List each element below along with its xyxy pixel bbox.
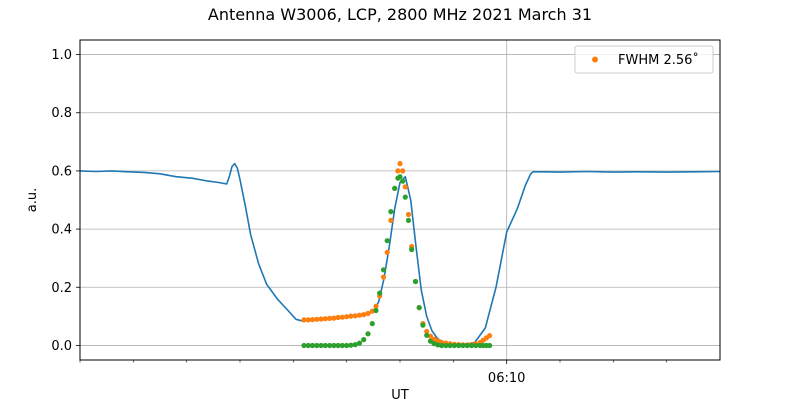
series-2-point [460,342,466,349]
x-axis-label: UT [391,388,409,400]
series-1-point [373,303,379,309]
series-1-point [309,317,316,323]
series-2-point [416,305,422,311]
series-1-point [402,184,408,190]
series-2-point [405,217,412,223]
series-2-point [424,332,430,338]
series-2-point [402,194,408,200]
series-2-point [352,342,358,348]
series-line [79,162,721,346]
series-2-point [412,278,419,285]
series-1-point [365,310,371,317]
axis-ticks: 0.0 0.2 0.4 0.6 0.8 1.0 06:10 [51,48,667,386]
series-2-point [348,342,354,348]
legend-label: FWHM 2.56˚ [618,52,699,68]
series-1-point [318,316,324,322]
series-layer [79,161,721,349]
series-2-point [314,342,320,349]
series-2-point [322,342,328,349]
series-2-point [373,307,379,314]
plot-frame [79,39,721,361]
series-2-point [331,342,337,349]
series-2-point [400,178,406,184]
series-2-point [301,342,307,349]
series-2-point [439,342,445,349]
series-2-point [468,342,475,349]
series-1-point [356,312,363,318]
grid [80,40,720,360]
legend-marker-icon [592,56,598,63]
series-2-point [361,337,367,343]
series-2-point [392,185,398,191]
series-2-point [365,331,371,337]
series-1-point [380,274,387,280]
series-1-point [424,328,430,335]
legend: FWHM 2.56˚ [574,45,714,74]
chart-title: Antenna W3006, LCP, 2800 MHz 2021 March … [208,5,592,24]
series-2-point [420,322,426,328]
series-2-point [447,342,453,349]
series-2-point [464,342,470,349]
series-1-point [388,217,394,223]
series-2-point [397,174,403,180]
series-2-point [369,321,375,327]
series-1-point [335,314,341,321]
series-2-point [409,246,415,253]
series-2-point [456,342,462,349]
series-2-point [473,342,479,349]
series-1-point [352,313,358,319]
y-tick-label: 1.0 [51,48,72,63]
series-1-point [487,333,493,339]
x-tick-label: 06:10 [488,371,525,386]
series-2-point [380,267,387,273]
series-2-point [339,342,345,349]
series-1-point [348,313,354,319]
series-1-point [384,249,390,255]
series-1-point [397,161,403,167]
series-1-point [314,316,320,322]
series-2-point [487,342,493,349]
series-1-point [405,211,412,218]
series-2-point [384,238,390,244]
series-1-point [301,317,307,323]
series-1-point [305,317,311,323]
y-tick-label: 0.2 [51,281,72,296]
series-1-point [361,312,367,318]
series-1-point [339,314,345,320]
series-2-point [309,342,316,349]
series-1-point [322,316,328,322]
series-2-point [388,209,394,215]
series-2-point [318,342,324,349]
series-2-point [377,290,383,296]
series-2-point [443,342,449,349]
series-1-point [327,315,333,321]
series-2-point [356,340,363,346]
series-2-point [335,342,341,349]
legend-box [574,45,714,74]
series-2-point [344,342,350,349]
series-2-point [327,342,333,349]
y-tick-label: 0.0 [51,339,72,354]
series-1-point [400,168,406,174]
y-tick-label: 0.4 [51,223,72,238]
series-1-point [395,168,401,174]
series-1-point [344,314,350,320]
series-2-point [305,342,311,349]
y-tick-label: 0.8 [51,106,72,121]
series-1-point [331,315,337,321]
series-2-point [451,342,457,349]
y-tick-label: 0.6 [51,164,72,179]
y-axis-label: a.u. [25,188,40,212]
series-2-point [427,338,433,344]
